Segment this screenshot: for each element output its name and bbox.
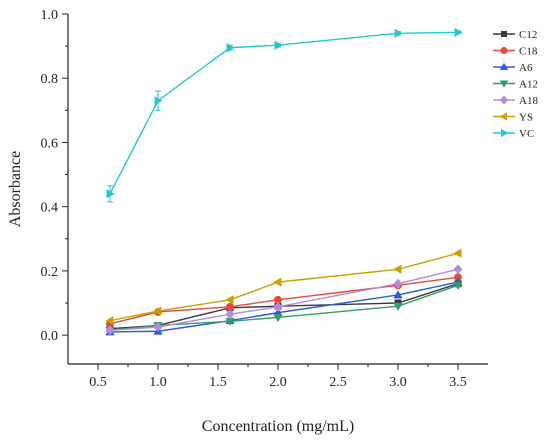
legend-label: A18 [519,95,538,107]
data-point [393,264,402,274]
y-tick-label: 0.4 [41,201,59,216]
x-tick-label: 3.5 [449,375,467,390]
data-point [105,325,115,336]
legend-item-a18: A18 [493,95,538,107]
data-point [453,264,463,275]
x-axis: 0.5 1.0 1.5 2.0 2.5 3.0 3.5 [89,364,467,390]
data-point [225,309,235,320]
legend: C12 C18 A6 A12 A18 YS VC [493,29,538,140]
legend-label: A6 [519,62,533,74]
data-point [273,313,283,323]
legend-item-ys: YS [493,112,533,124]
y-tick-label: 0.2 [41,265,59,280]
legend-item-vc: VC [493,128,534,140]
data-point [393,290,403,299]
y-axis: 0.0 0.2 0.4 0.6 0.8 1.0 [41,8,68,344]
legend-label: C12 [519,29,537,41]
x-tick-label: 2.5 [329,375,347,390]
data-point [393,302,403,311]
data-point [273,301,283,312]
x-tick-label: 3.0 [389,375,407,390]
legend-marker [499,112,508,121]
data-point [105,316,114,326]
legend-label: A12 [519,79,538,91]
legend-marker [500,128,509,138]
legend-item-a6: A6 [493,62,533,74]
legend-label: C18 [519,46,538,58]
data-point [153,321,163,333]
legend-marker [499,62,509,71]
series-line-a12 [109,284,459,331]
legend-marker [499,80,509,88]
y-tick-label: 0.8 [41,72,59,87]
y-tick-label: 0.6 [41,136,59,151]
legend-label: VC [519,128,534,140]
legend-marker [500,30,508,38]
data-point [273,277,282,287]
series-ys [105,248,462,326]
series-line-c18 [109,276,459,325]
legend-item-c18: C18 [493,46,538,58]
y-tick-label: 0.0 [41,329,59,344]
legend-label: YS [519,112,533,124]
x-tick-label: 2.0 [269,375,287,390]
x-tick-label: 1.5 [209,375,227,390]
series-layer [105,27,463,336]
data-point [154,96,163,106]
series-line-vc [109,31,459,195]
data-point [153,306,162,316]
legend-item-c12: C12 [493,29,537,41]
data-point [394,28,403,38]
data-point [225,295,234,305]
x-tick-label: 0.5 [89,375,107,390]
series-line-a18 [109,268,459,331]
legend-marker [499,95,509,105]
data-point [453,248,462,258]
legend-marker [500,46,508,55]
x-tick-label: 1.0 [149,375,167,390]
data-point [393,278,403,289]
data-point [106,189,115,199]
y-axis-title: Absorbance [7,151,24,227]
data-point [454,27,463,37]
series-a18 [105,264,463,336]
x-axis-title: Concentration (mg/mL) [202,418,354,435]
y-tick-label: 1.0 [41,8,59,23]
series-line-ys [109,252,459,322]
data-point [453,281,463,291]
data-point [274,40,283,50]
data-point [226,43,235,53]
series-vc [106,27,463,203]
series-line-a6 [109,281,459,333]
legend-item-a12: A12 [493,79,538,91]
